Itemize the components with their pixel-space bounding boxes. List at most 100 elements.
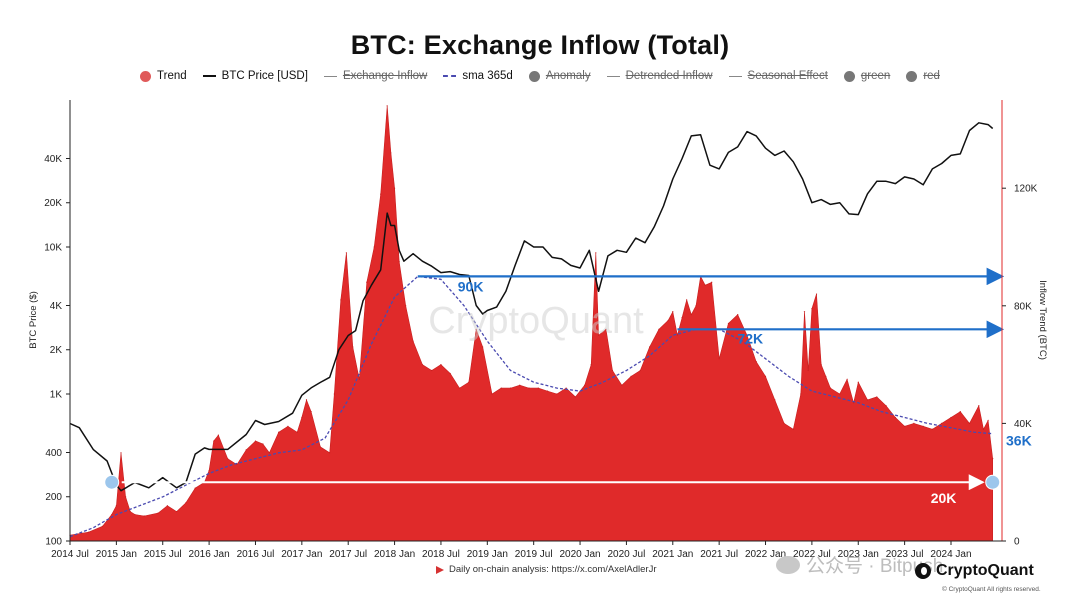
trend-point [120, 452, 122, 454]
trend-point [658, 328, 660, 330]
left-tick-label: 20K [44, 198, 62, 209]
wechat-watermark-text: 公众号 · Bitpush [806, 556, 944, 577]
legend: Trend BTC Price [USD] Exchange Inflow sma 3… [0, 70, 1080, 82]
trend-point [468, 381, 470, 383]
legend-item-3[interactable]: sma 365d [443, 70, 513, 82]
trend-point [866, 399, 869, 401]
marker-20k-start [104, 474, 120, 490]
x-tick-label: 2021 Jan [652, 549, 693, 560]
trend-point [922, 425, 924, 427]
annotation-layer: 90K 72K 20K 36K [104, 267, 1032, 506]
trend-point [528, 387, 530, 389]
trend-point [811, 308, 813, 310]
trend-point [737, 314, 739, 316]
x-tick-label: 2019 Jul [515, 549, 553, 560]
trend-point [217, 434, 219, 436]
trend-point [208, 469, 210, 472]
trend-point [500, 387, 502, 389]
trend-point [125, 496, 127, 498]
trend-point [421, 364, 423, 366]
trend-point [853, 402, 855, 404]
trend-point [764, 375, 767, 377]
trend-point [621, 384, 623, 386]
trend-point [565, 387, 567, 389]
trend-point [846, 378, 848, 380]
legend-swatch-icon [528, 70, 540, 82]
x-tick-label: 2017 Jul [329, 549, 367, 560]
trend-point [245, 449, 247, 451]
trend-point [630, 375, 632, 377]
trend-point [611, 369, 614, 372]
legend-swatch-icon [843, 70, 855, 82]
trend-point [449, 372, 451, 375]
x-tick-label: 2022 Jul [793, 549, 831, 560]
label-90k: 90K [458, 278, 484, 294]
trend-point [537, 387, 539, 389]
legend-item-8[interactable]: red [906, 70, 940, 82]
trend-point [913, 422, 915, 424]
trend-point [876, 396, 878, 398]
trend-point [584, 384, 586, 386]
left-tick-label: 1K [50, 390, 63, 401]
trend-point [672, 311, 674, 313]
trend-point [681, 316, 683, 319]
legend-label: Seasonal Effect [747, 70, 828, 82]
trend-point [904, 425, 906, 427]
trend-point [319, 446, 321, 448]
trend-point [992, 458, 994, 460]
marker-20k-end [985, 474, 1001, 490]
trend-point [695, 305, 697, 307]
price-line [69, 122, 994, 492]
legend-item-7[interactable]: green [843, 70, 890, 82]
brand-text: CryptoQuant [936, 562, 1034, 579]
chart-title: BTC: Exchange Inflow (Total) [350, 30, 730, 60]
right-tick-label: 80K [1014, 301, 1032, 312]
trend-point [959, 411, 961, 413]
trend-point [213, 440, 215, 442]
axes-layer: 100 200 400 1K 2K 4K 10K 20K 40K BTC Price ($) 0 40… [28, 100, 1048, 560]
trend-point [982, 428, 985, 430]
price-line-layer [69, 122, 994, 492]
trend-point [968, 422, 971, 424]
legend-item-1[interactable]: BTC Price [USD] [202, 70, 308, 82]
trend-point [101, 525, 104, 527]
legend-item-2[interactable]: Exchange Inflow [323, 70, 427, 82]
x-tick-label: 2018 Jul [422, 549, 460, 560]
watermark-text: CryptoQuant [428, 300, 644, 342]
trend-point [305, 399, 308, 401]
trend-point [718, 358, 720, 360]
trend-point [475, 328, 477, 330]
trend-point [386, 105, 388, 107]
trend-point [704, 284, 706, 286]
right-tick-label: 40K [1014, 419, 1032, 430]
trend-point [134, 513, 136, 516]
trend-point [185, 502, 187, 504]
trend-point [440, 364, 442, 366]
left-tick-label: 40K [44, 154, 62, 165]
trend-point [519, 384, 521, 386]
legend-label: red [923, 70, 940, 82]
trend-point [405, 305, 407, 307]
trend-point [157, 512, 159, 514]
sma-line-layer [69, 275, 993, 538]
trend-point [254, 440, 257, 442]
x-tick-label: 2021 Jul [700, 549, 738, 560]
legend-item-5[interactable]: Detrended Inflow [606, 70, 713, 82]
trend-point [746, 334, 748, 336]
legend-item-0[interactable]: Trend [140, 70, 187, 82]
trend-point [649, 346, 651, 348]
legend-item-6[interactable]: Seasonal Effect [728, 70, 828, 82]
right-axis-title: Inflow Trend (BTC) [1037, 280, 1048, 360]
trend-point [807, 369, 809, 372]
legend-swatch-icon [202, 75, 216, 77]
copyright: © CryptoQuant All rights reserved. [942, 586, 1041, 593]
trend-point [639, 369, 641, 372]
legend-item-4[interactable]: Anomaly [528, 70, 591, 82]
legend-swatch-icon [323, 75, 337, 77]
trend-point [839, 393, 841, 395]
trend-point [792, 428, 794, 430]
legend-swatch-icon [906, 70, 918, 82]
trend-point [774, 399, 776, 401]
trend-point [676, 334, 679, 336]
trend-point [857, 381, 859, 383]
